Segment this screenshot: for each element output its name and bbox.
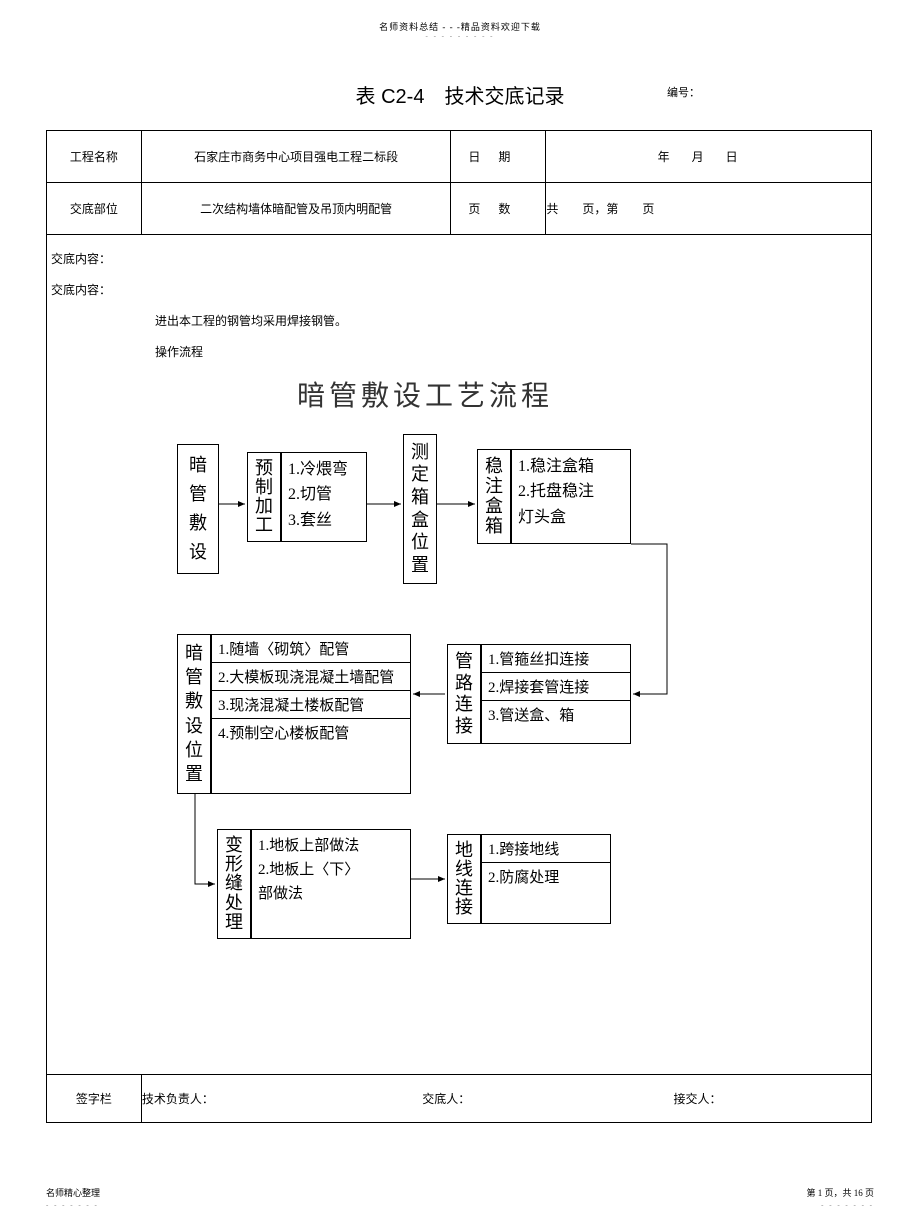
project-value: 石家庄市商务中心项目强电工程二标段: [141, 131, 451, 183]
flowchart-title: 暗管敷设工艺流程: [297, 374, 553, 414]
content-cell: 交底内容： 交底内容： 进出本工程的钢管均采用焊接钢管。 操作流程 暗管敷设工艺…: [47, 235, 872, 1075]
section-label: 交底部位: [47, 183, 142, 235]
sig-disclose: 交底人：: [422, 1090, 670, 1107]
node-position-label: 暗管敷设位置: [177, 634, 211, 794]
node-stabilize-label: 稳注盒箱: [477, 449, 511, 544]
footer-left: 名师精心整理: [46, 1186, 100, 1199]
node-prefab-label: 预制加工: [247, 452, 281, 542]
footer-right: 第 1 页，共 16 页: [806, 1186, 874, 1199]
section-value: 二次结构墙体暗配管及吊顶内明配管: [141, 183, 451, 235]
signature-label: 签字栏: [47, 1075, 142, 1123]
node-deform-label: 变形缝处理: [217, 829, 251, 939]
content-line-process: 操作流程: [155, 343, 871, 360]
sig-receive: 接交人：: [674, 1090, 722, 1107]
date-label: 日期: [451, 131, 546, 183]
doc-number-label: 编号：: [667, 84, 700, 100]
node-stabilize-list: 1.稳注盒箱2.托盘稳注灯头盒: [511, 449, 631, 544]
header-dots: - - - - - - - - -: [0, 32, 920, 40]
page-title: 表 C2-4 技术交底记录: [356, 80, 565, 109]
content-line-pipe: 进出本工程的钢管均采用焊接钢管。: [155, 312, 871, 329]
main-table: 工程名称 石家庄市商务中心项目强电工程二标段 日期 年月日 交底部位 二次结构墙…: [46, 130, 872, 1123]
pagecount-value: 共 页，第 页: [546, 183, 872, 235]
content-heading-1: 交底内容：: [51, 250, 871, 267]
footer-left-dots: - - - - - - -: [46, 1201, 99, 1209]
project-label: 工程名称: [47, 131, 142, 183]
pagecount-label: 页数: [451, 183, 546, 235]
node-deform-list: 1.地板上部做法2.地板上〈下〉部做法: [251, 829, 411, 939]
date-value: 年月日: [546, 131, 872, 183]
node-ground-label: 地线连接: [447, 834, 481, 924]
signature-fields: 技术负责人： 交底人： 接交人：: [141, 1075, 871, 1123]
footer-right-dots: - - - - - - -: [821, 1201, 874, 1209]
flowchart: 暗管敷设工艺流程 暗管敷设 预制加工: [47, 374, 871, 1074]
node-prefab-list: 1.冷煨弯2.切管3.套丝: [281, 452, 367, 542]
node-position-list: 1.随墙〈砌筑〉配管2.大模板现浇混凝土墙配管3.现浇混凝土楼板配管4.预制空心…: [211, 634, 411, 794]
node-measure: 测定箱盒位置: [403, 434, 437, 584]
node-ground-list: 1.跨接地线2.防腐处理: [481, 834, 611, 924]
content-heading-2: 交底内容：: [51, 281, 871, 298]
node-root: 暗管敷设: [177, 444, 219, 574]
node-connect-label: 管路连接: [447, 644, 481, 744]
sig-tech: 技术负责人：: [142, 1090, 419, 1107]
node-connect-list: 1.管箍丝扣连接2.焊接套管连接3.管送盒、箱: [481, 644, 631, 744]
